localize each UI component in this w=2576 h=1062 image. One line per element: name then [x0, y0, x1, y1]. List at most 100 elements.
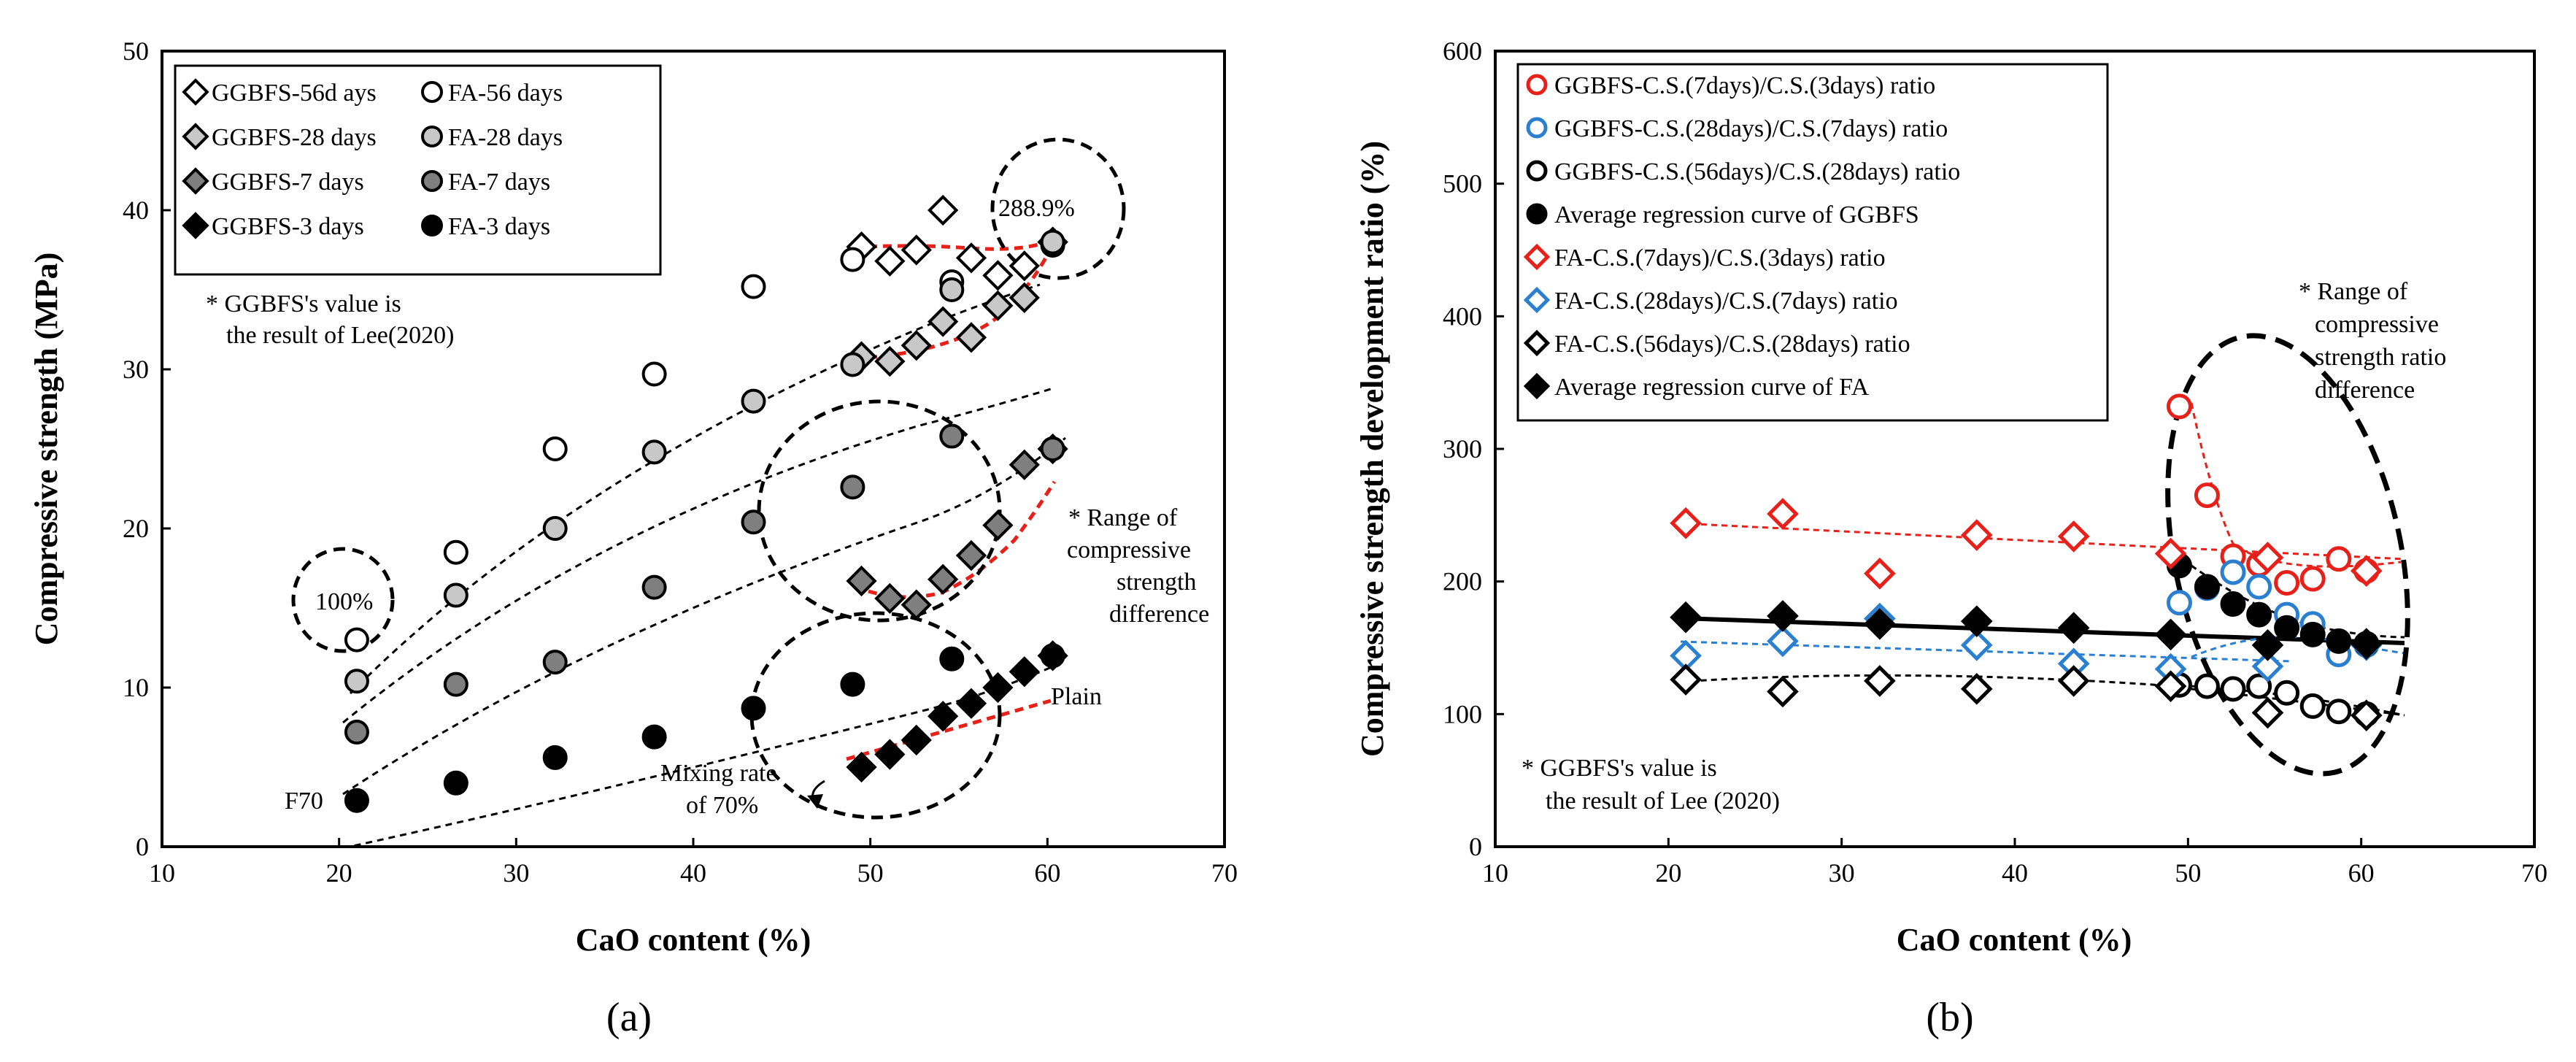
point-ggbfs-7-days — [901, 589, 932, 620]
x-tick-label: 20 — [1655, 858, 1681, 888]
y-tick-label: 0 — [1469, 832, 1482, 861]
point-fa-7-days — [840, 474, 865, 500]
point-fa-c-s-56days-c-s-28days-ratio — [1670, 663, 1702, 696]
point-ggbfs-c-s-56days-c-s-28days-ratio — [2299, 693, 2326, 719]
label-100: 100% — [315, 588, 373, 615]
legend-marker-3 — [1526, 203, 1548, 225]
point-fa-c-s-7days-c-s-3days-ratio — [1960, 519, 1993, 551]
point-fa-3-days — [443, 770, 468, 796]
range-b-line3: strength ratio — [2315, 344, 2446, 371]
point-ggbfs-c-s-7days-c-s-3days-ratio — [2194, 482, 2220, 509]
note-b-line1: * GGBFS's value is — [1522, 755, 1717, 782]
point-fa-c-s-28days-c-s-7days-ratio — [2251, 650, 2284, 682]
point-average-regression-curve-of-fa — [1670, 601, 1702, 634]
point-fa-c-s-56days-c-s-28days-ratio — [2350, 699, 2383, 731]
point-fa-7-days — [939, 423, 965, 449]
legend-label: GGBFS-3 days — [212, 213, 364, 240]
x-axis-title-a: CaO content (%) — [576, 922, 811, 958]
point-average-regression-curve-of-fa — [1767, 600, 1799, 632]
legend-label: FA-56 days — [448, 80, 563, 107]
point-fa-c-s-7days-c-s-3days-ratio — [1670, 507, 1702, 539]
point-ggbfs-56d-ays — [901, 234, 932, 266]
point-fa-c-s-7days-c-s-3days-ratio — [2251, 542, 2284, 574]
point-ggbfs-c-s-7days-c-s-3days-ratio — [2166, 393, 2192, 420]
point-ggbfs-3-days — [955, 688, 987, 719]
point-average-regression-curve-of-fa — [2154, 618, 2187, 651]
point-fa-7-days — [641, 574, 667, 600]
legend-marker-6 — [1523, 329, 1551, 357]
point-fa-7-days — [344, 720, 369, 745]
legend-marker-4 — [182, 167, 209, 195]
trend-fa-7 — [342, 436, 1066, 796]
trend-fa-7-3 — [1680, 522, 2405, 561]
range-a-line3: strength — [1117, 569, 1197, 596]
point-ggbfs-c-s-7days-c-s-3days-ratio — [2326, 546, 2352, 572]
y-tick-label: 0 — [136, 832, 149, 861]
point-fa-28-days — [840, 352, 865, 377]
point-fa-7-days — [542, 650, 568, 675]
point-fa-c-s-7days-c-s-3days-ratio — [2154, 537, 2187, 570]
point-fa-3-days — [542, 744, 568, 770]
x-tick-label: 10 — [149, 858, 175, 888]
mixing-arrowhead — [807, 794, 823, 809]
legend-marker-4 — [1523, 243, 1551, 271]
legend-marker-0 — [182, 78, 209, 106]
trend-ggbfs-28-7 — [2191, 635, 2405, 658]
legend-label: GGBFS-C.S.(56days)/C.S.(28days) ratio — [1554, 158, 1960, 185]
x-tick-label: 50 — [2175, 858, 2201, 888]
point-average-regression-curve-of-fa — [2251, 629, 2284, 661]
panel-label-b: (b) — [1926, 995, 1973, 1040]
range-b-line4: difference — [2315, 377, 2415, 404]
point-fa-28-days — [1040, 229, 1065, 255]
point-average-regression-curve-of-ggbfs — [2220, 591, 2246, 617]
legend-label: GGBFS-C.S.(28days)/C.S.(7days) ratio — [1554, 115, 1948, 142]
legend-marker-3 — [421, 126, 443, 147]
point-ggbfs-7-days — [982, 509, 1014, 541]
legend-b — [1516, 63, 2109, 422]
y-tick-label: 30 — [123, 355, 149, 384]
point-ggbfs-7-days — [928, 563, 959, 595]
point-fa-c-s-56days-c-s-28days-ratio — [2154, 670, 2187, 703]
y-tick-label: 500 — [1443, 169, 1482, 199]
label-2889: 288.9% — [998, 195, 1075, 222]
legend-marker-1 — [1526, 117, 1548, 139]
x-tick-label: 40 — [2002, 858, 2028, 888]
point-average-regression-curve-of-fa — [1864, 607, 1896, 640]
point-ggbfs-c-s-56days-c-s-28days-ratio — [2220, 676, 2246, 702]
x-axis-title-b: CaO content (%) — [1897, 922, 2132, 958]
point-average-regression-curve-of-ggbfs — [2246, 601, 2272, 628]
legend-marker-2 — [1526, 160, 1548, 182]
point-average-regression-curve-of-ggbfs — [2194, 574, 2220, 600]
point-fa-c-s-7days-c-s-3days-ratio — [2350, 555, 2383, 587]
y-tick-label: 40 — [123, 196, 149, 225]
note-b-line2: the result of Lee (2020) — [1546, 788, 1780, 815]
point-average-regression-curve-of-ggbfs — [2274, 615, 2300, 641]
point-fa-3-days — [840, 672, 865, 697]
point-average-regression-curve-of-ggbfs — [2299, 621, 2326, 647]
range-a-line1: * Range of — [1068, 504, 1178, 531]
y-tick-label: 50 — [123, 36, 149, 66]
legend-a — [174, 64, 662, 276]
mixing-line2: of 70% — [686, 792, 758, 819]
y-tick-label: 200 — [1443, 567, 1482, 596]
ellipse-mixing — [749, 611, 1002, 820]
point-ggbfs-7-days — [955, 539, 987, 572]
point-fa-28-days — [741, 388, 766, 414]
point-ggbfs-56d-ays — [955, 242, 987, 274]
point-average-regression-curve-of-fa — [1960, 605, 1993, 638]
point-fa-c-s-56days-c-s-28days-ratio — [1767, 675, 1799, 708]
legend-marker-6 — [182, 212, 209, 239]
x-tick-label: 30 — [1829, 858, 1855, 888]
point-ggbfs-c-s-56days-c-s-28days-ratio — [2246, 673, 2272, 699]
label-f70: F70 — [285, 788, 323, 815]
point-ggbfs-c-s-7days-c-s-3days-ratio — [2299, 566, 2326, 592]
legend-label: FA-7 days — [448, 169, 550, 196]
point-ggbfs-c-s-28days-c-s-7days-ratio — [2246, 574, 2272, 600]
range-ellipses-a — [291, 137, 1126, 820]
legend-marker-2 — [182, 123, 209, 150]
point-ggbfs-3-days — [846, 751, 877, 783]
point-ggbfs-3-days — [982, 672, 1014, 704]
point-fa-7-days — [741, 509, 766, 535]
